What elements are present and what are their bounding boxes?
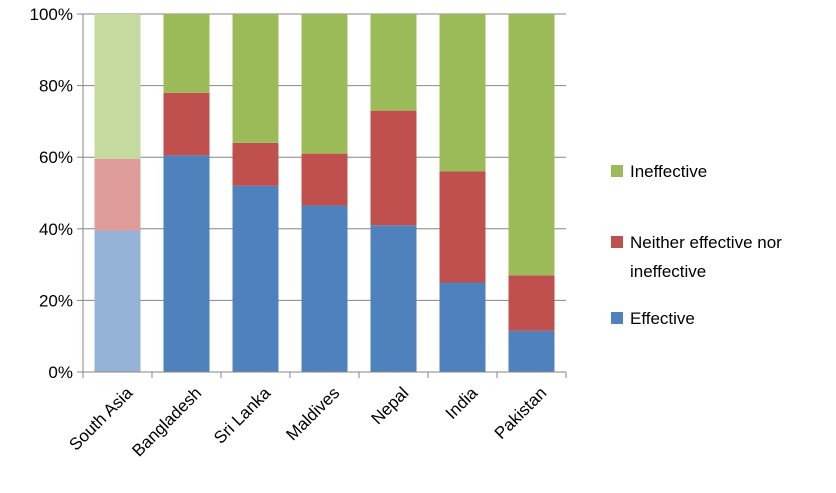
x-category-label-sri-lanka: Sri Lanka [210,383,275,448]
bar-pakistan-neither-effective-nor-ineffective [508,275,555,331]
bar-south-asia-ineffective [94,14,141,159]
bar-nepal-neither-effective-nor-ineffective [370,110,417,226]
x-category-label-maldives: Maldives [282,383,343,444]
legend-swatch-effective [611,312,623,324]
legend-label-neither-effective-nor-ineffective-line-1: Neither effective nor [630,233,782,252]
bar-bangladesh-ineffective [163,14,210,93]
legend-label-effective: Effective [630,309,695,328]
y-tick-label-0: 0% [48,363,73,382]
x-category-label-nepal: Nepal [367,383,412,428]
bar-sri-lanka-neither-effective-nor-ineffective [232,142,279,186]
x-category-label-pakistan: Pakistan [491,383,551,443]
legend-item-effective: Effective [611,309,695,328]
y-tick-label-40: 40% [39,220,73,239]
bars [94,14,555,372]
bar-bangladesh-effective [163,155,210,372]
x-category-label-bangladesh: Bangladesh [128,383,205,460]
bar-maldives-effective [301,205,348,372]
bar-pakistan-ineffective [508,14,555,276]
y-axis-tick-labels: 0% 20% 40% 60% 80% 100% [30,5,73,382]
bar-nepal-effective [370,225,417,372]
legend-label-neither-effective-nor-ineffective-line-2: ineffective [630,262,706,281]
legend-label-ineffective: Ineffective [630,162,707,181]
y-tick-label-60: 60% [39,148,73,167]
bar-india-effective [439,282,486,372]
y-tick-label-100: 100% [30,5,73,24]
legend-swatch-ineffective [611,165,623,177]
x-category-label-south-asia: South Asia [65,383,136,454]
legend-swatch-neither-effective-nor-ineffective [611,236,623,248]
bar-bangladesh-neither-effective-nor-ineffective [163,92,210,156]
bar-maldives-ineffective [301,14,348,154]
legend-item-ineffective: Ineffective [611,162,707,181]
y-tick-label-80: 80% [39,77,73,96]
bar-sri-lanka-effective [232,185,279,372]
bar-south-asia-neither-effective-nor-ineffective [94,158,141,231]
x-category-label-india: India [442,383,482,423]
legend-item-neither-effective-nor-ineffective: Neither effective nor ineffective [611,233,782,281]
bar-india-ineffective [439,14,486,172]
bar-pakistan-effective [508,330,555,372]
bar-south-asia-effective [94,230,141,372]
y-tick-label-20: 20% [39,291,73,310]
bar-india-neither-effective-nor-ineffective [439,171,486,283]
bar-nepal-ineffective [370,14,417,111]
legend: Ineffective Neither effective nor ineffect… [611,162,782,328]
axes [77,13,567,378]
bar-sri-lanka-ineffective [232,14,279,143]
bar-maldives-neither-effective-nor-ineffective [301,153,348,206]
